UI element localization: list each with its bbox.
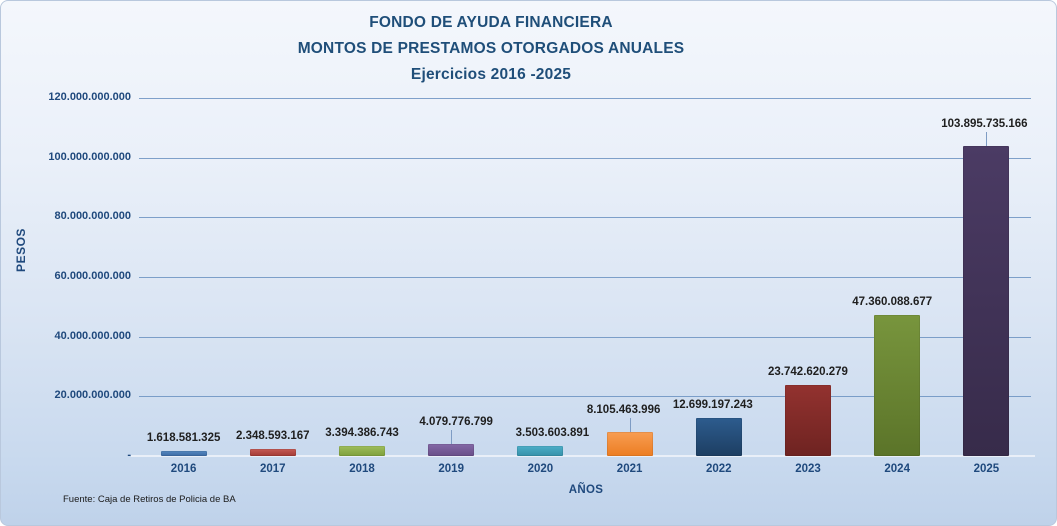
gridline <box>139 157 1031 159</box>
bar-value-label: 3.503.603.891 <box>515 426 590 439</box>
bar-value-label: 4.079.776.799 <box>419 415 493 428</box>
bar-2023 <box>785 385 831 456</box>
chart-title-line-1: FONDO DE AYUDA FINANCIERA <box>369 14 613 31</box>
bar-2018 <box>339 445 385 456</box>
y-tick-label: 120.000.000.000 <box>48 91 131 103</box>
label-leader-line <box>986 132 988 147</box>
x-tick-label: 2024 <box>884 463 910 475</box>
gridline <box>139 336 1031 338</box>
x-tick-label: 2025 <box>973 463 1000 475</box>
x-tick-label: 2016 <box>170 463 197 475</box>
bar-2019 <box>428 443 475 456</box>
gridline <box>139 277 1031 278</box>
chart-title-line-3: Ejercicios 2016 -2025 <box>410 66 572 83</box>
label-leader-line <box>451 429 453 444</box>
gridline <box>139 217 1031 219</box>
y-tick-label: 60.000.000.000 <box>54 270 131 282</box>
chart-title-line-2: MONTOS DE PRESTAMOS OTORGADOS ANUALES <box>297 40 685 57</box>
y-tick-label: 80.000.000.000 <box>54 210 131 223</box>
y-tick-label: 100.000.000.000 <box>48 150 131 163</box>
bar-2022 <box>695 418 742 456</box>
bar-value-label: 103.895.735.166 <box>941 118 1028 131</box>
x-tick-label: 2022 <box>706 463 732 475</box>
x-tick-label: 2019 <box>438 463 464 475</box>
gridline <box>139 98 1031 99</box>
bar-2025 <box>963 146 1010 456</box>
x-tick-label: 2017 <box>260 463 286 475</box>
source-note: Fuente: Caja de Retiros de Policia de BA <box>63 494 236 505</box>
bar-2024 <box>874 314 921 456</box>
bar-2017 <box>249 448 296 456</box>
bar-value-label: 12.699.197.243 <box>672 399 753 412</box>
x-tick-label: 2023 <box>795 463 821 475</box>
x-axis-line <box>131 455 1035 457</box>
y-tick-label: 40.000.000.000 <box>54 329 131 342</box>
bar-2021 <box>606 431 653 456</box>
x-axis-title: AÑOS <box>568 484 604 496</box>
bar-value-label: 47.360.088.677 <box>852 295 933 308</box>
gridline <box>139 396 1031 398</box>
bar-2016 <box>160 451 207 456</box>
bar-value-label: 2.348.593.167 <box>236 429 310 442</box>
bar-value-label: 23.742.620.279 <box>768 366 848 379</box>
bar-2020 <box>517 445 564 456</box>
x-tick-label: 2018 <box>349 463 375 475</box>
x-tick-label: 2021 <box>616 463 643 475</box>
chart-title: FONDO DE AYUDA FINANCIERA MONTOS DE PRES… <box>1 10 981 88</box>
bar-value-label: 1.618.581.325 <box>146 432 221 445</box>
y-tick-label: - <box>127 449 131 461</box>
x-tick-label: 2020 <box>527 463 554 475</box>
bar-value-label: 3.394.386.743 <box>325 426 399 439</box>
bar-value-label: 8.105.463.996 <box>586 403 661 416</box>
y-tick-label: 20.000.000.000 <box>54 389 131 402</box>
label-leader-line <box>629 417 631 432</box>
